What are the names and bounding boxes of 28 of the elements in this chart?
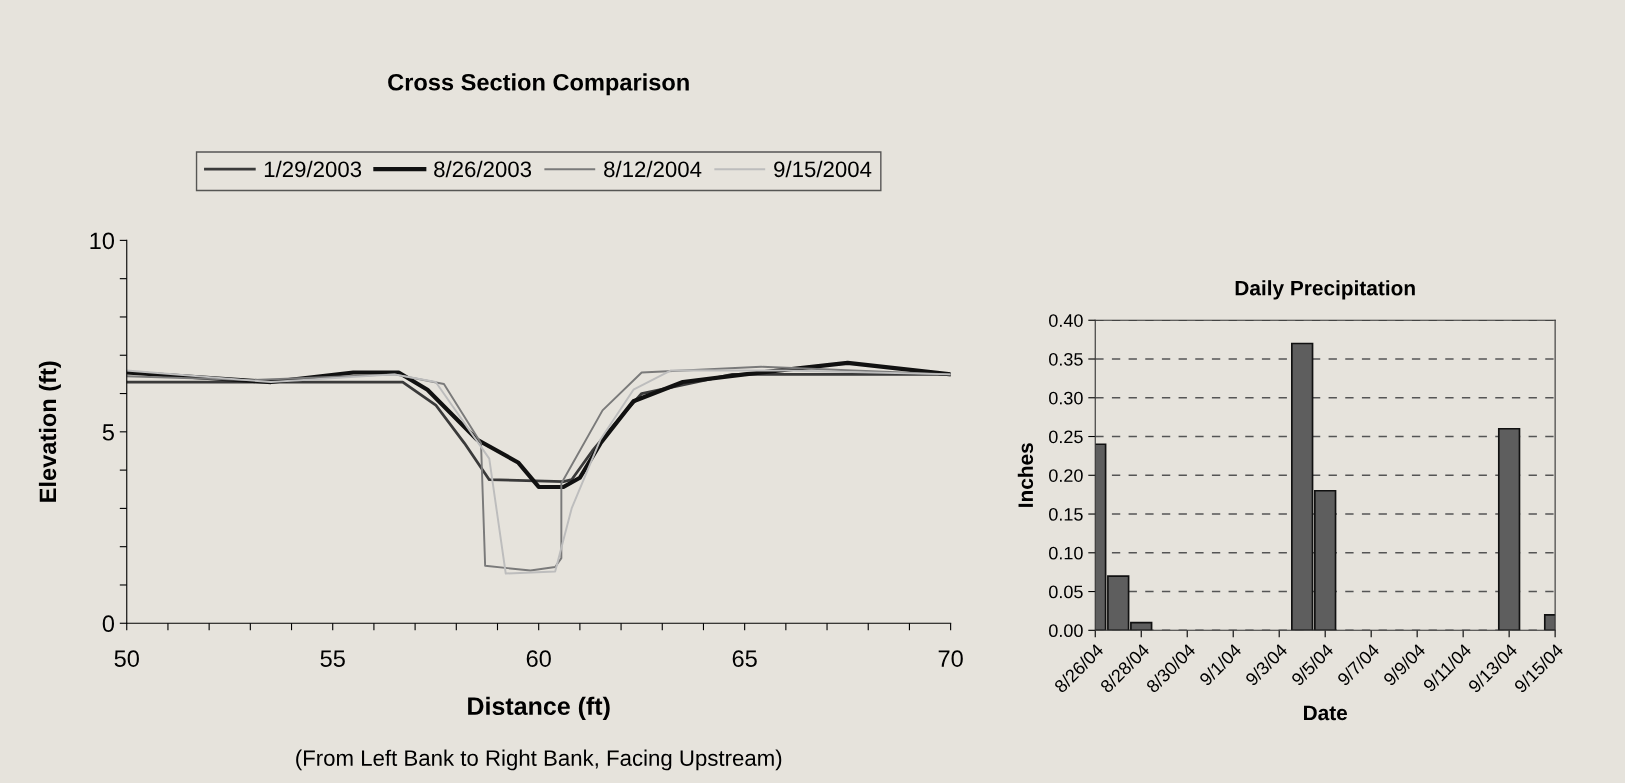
legend-label: 9/15/2004 [774, 160, 872, 178]
y-tick-label: 0 [102, 615, 115, 633]
legend-label: 8/26/2003 [434, 160, 532, 178]
legend-label: 8/12/2004 [604, 160, 702, 178]
y-tick-label: 0.30 [1049, 391, 1083, 405]
text: (From Left Bank to Right Bank, Facing Upstream) [296, 749, 782, 771]
x-tick-label: 50 [114, 650, 139, 667]
chart-title: Cross Section Comparison [388, 73, 689, 96]
y-tick-label: 0.00 [1049, 624, 1083, 638]
y-tick-label: 0.25 [1049, 430, 1083, 444]
y-axis-title: Inches [1017, 443, 1034, 507]
y-tick-label: 0.10 [1049, 546, 1083, 560]
y-tick-label: 0.35 [1049, 352, 1083, 366]
x-axis-title: Distance (ft) [468, 696, 610, 720]
x-tick-label: 70 [938, 650, 963, 667]
x-tick-label: 60 [526, 650, 551, 667]
y-axis-title: Elevation (ft) [38, 361, 61, 502]
y-tick-label: 5 [102, 424, 114, 441]
x-axis-title: Date [1304, 705, 1348, 721]
x-tick-label: 65 [732, 650, 757, 667]
y-tick-label: 0.15 [1049, 507, 1083, 521]
chart-title: Daily Precipitation [1235, 280, 1415, 300]
y-tick-label: 0.40 [1049, 314, 1083, 327]
y-tick-label: 0.05 [1049, 585, 1083, 599]
y-tick-label: 0.20 [1049, 469, 1083, 482]
x-tick-label: 55 [320, 650, 345, 667]
y-tick-label: 10 [90, 232, 115, 250]
legend-label: 1/29/2003 [264, 160, 362, 178]
